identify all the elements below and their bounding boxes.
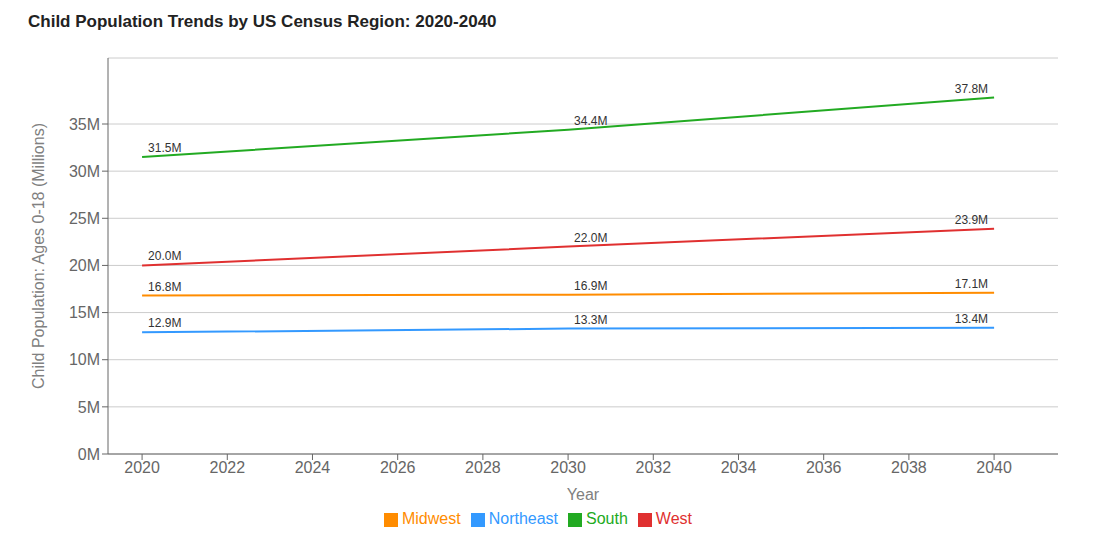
html-text:Northeast: Northeast [488, 510, 558, 527]
svg-text:17.1M: 17.1M [955, 277, 988, 291]
svg-text:2026: 2026 [380, 459, 416, 476]
svg-text:12.9M: 12.9M [148, 316, 181, 330]
svg-text:2036: 2036 [806, 459, 842, 476]
html-text:Midwest: Midwest [402, 510, 461, 527]
svg-text:15M: 15M [69, 304, 100, 321]
svg-text:0M: 0M [78, 446, 100, 463]
svg-text:2022: 2022 [209, 459, 245, 476]
svg-text:22.0M: 22.0M [574, 231, 607, 245]
html-text:West: West [655, 510, 692, 527]
svg-text:30M: 30M [69, 163, 100, 180]
svg-text:Year: Year [567, 486, 600, 503]
svg-text:5M: 5M [78, 399, 100, 416]
svg-text:31.5M: 31.5M [148, 141, 181, 155]
svg-text:2020: 2020 [124, 459, 160, 476]
html-text:South: South [586, 510, 628, 527]
svg-text:Child Population: Ages 0-18 (M: Child Population: Ages 0-18 (Millions) [30, 123, 47, 389]
svg-text:10M: 10M [69, 351, 100, 368]
svg-text:25M: 25M [69, 210, 100, 227]
svg-text:20.0M: 20.0M [148, 249, 181, 263]
svg-text:2032: 2032 [635, 459, 671, 476]
svg-text:16.8M: 16.8M [148, 280, 181, 294]
svg-text:2040: 2040 [976, 459, 1012, 476]
svg-text:35M: 35M [69, 116, 100, 133]
svg-text:2034: 2034 [721, 459, 757, 476]
svg-text:2024: 2024 [295, 459, 331, 476]
svg-text:13.4M: 13.4M [955, 312, 988, 326]
svg-text:16.9M: 16.9M [574, 279, 607, 293]
svg-text:2038: 2038 [891, 459, 927, 476]
svg-text:37.8M: 37.8M [955, 82, 988, 96]
svg-text:2030: 2030 [550, 459, 586, 476]
svg-text:20M: 20M [69, 257, 100, 274]
svg-text:23.9M: 23.9M [955, 213, 988, 227]
svg-text:34.4M: 34.4M [574, 114, 607, 128]
html-text:Child Population Trends by US: Child Population Trends by US Census Reg… [28, 12, 497, 31]
svg-text:13.3M: 13.3M [574, 313, 607, 327]
svg-text:2028: 2028 [465, 459, 501, 476]
